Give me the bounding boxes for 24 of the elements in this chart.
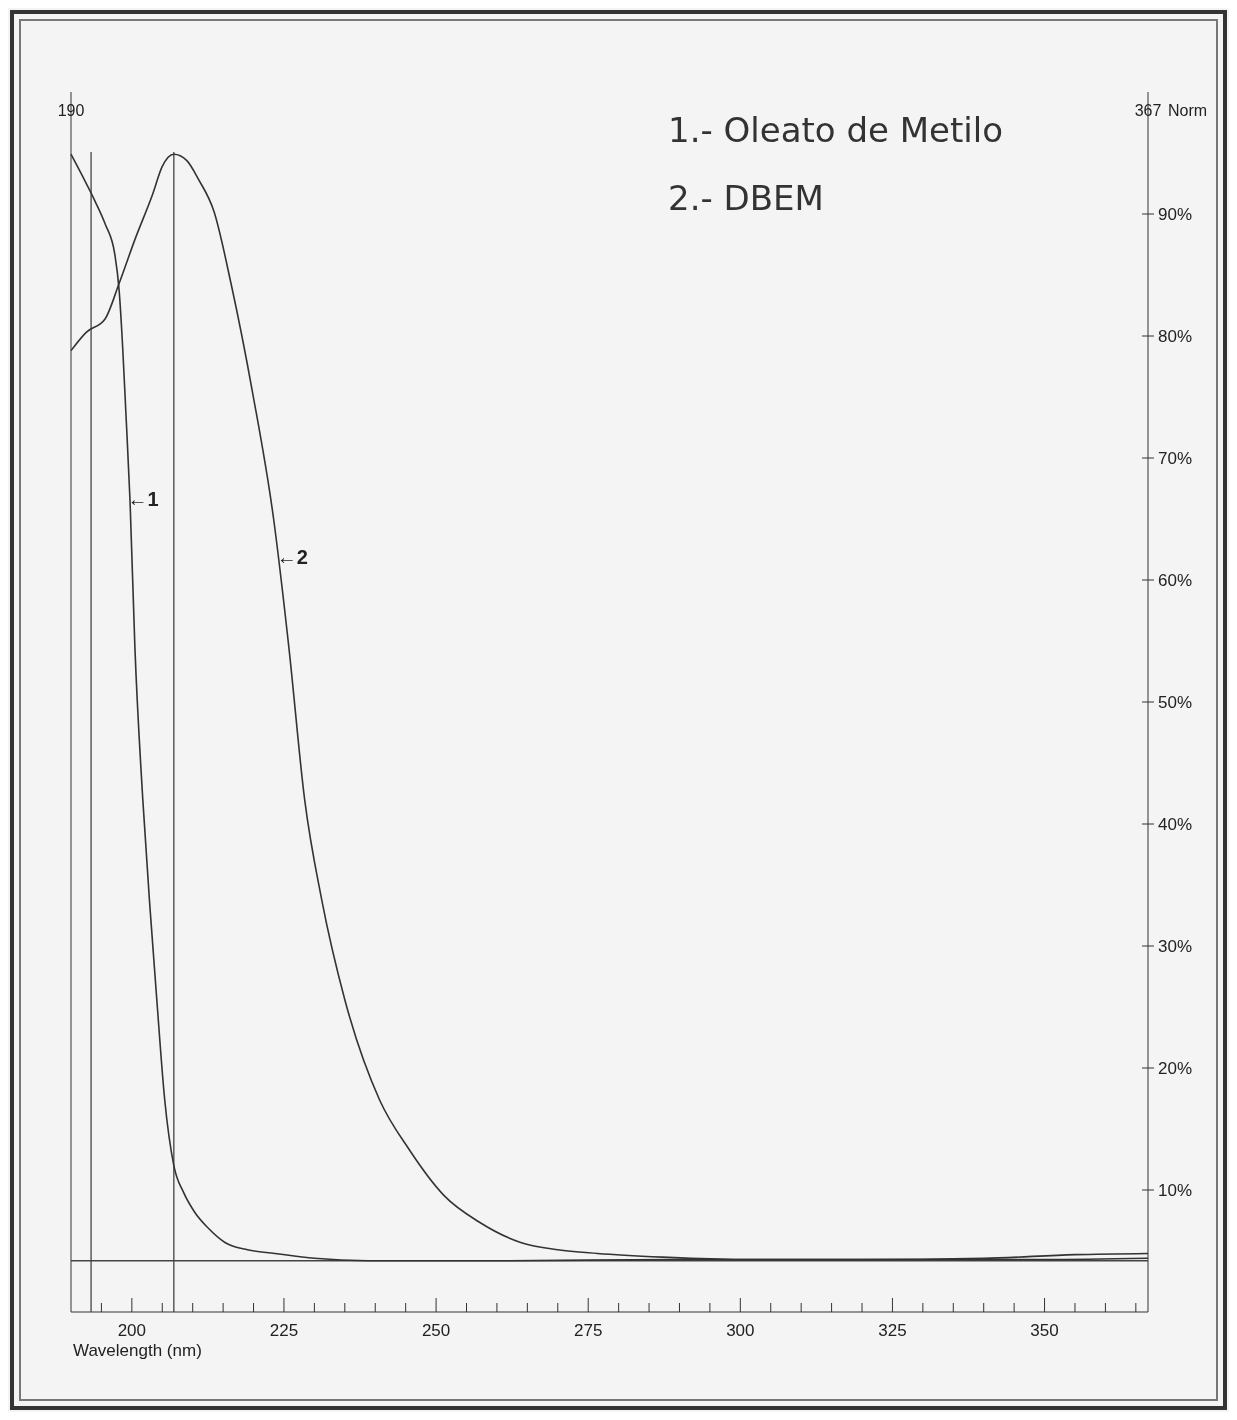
x2-tick-label: 367 — [1134, 102, 1162, 119]
x-tick-label: 200 — [117, 1321, 147, 1340]
y-tick-label: 40% — [1158, 815, 1193, 834]
y-tick-label: 10% — [1158, 1181, 1193, 1200]
annotation: 1.- Oleato de Metilo — [668, 110, 1004, 150]
x-tick-label: 250 — [421, 1321, 451, 1340]
x-tick-label: 300 — [726, 1321, 755, 1340]
annotation: 2.- DBEM — [668, 178, 824, 218]
y-tick-label: 80% — [1158, 327, 1193, 346]
y-tick-label: 90% — [1158, 205, 1193, 224]
annotation: ←2 — [276, 545, 308, 568]
x-tick-label: 275 — [574, 1321, 603, 1340]
x-tick-label: 325 — [878, 1321, 907, 1340]
x-axis-title: Wavelength (nm) — [73, 1341, 202, 1360]
x-tick-label: 225 — [269, 1321, 299, 1340]
y-tick-label: 50% — [1158, 693, 1193, 712]
y-tick-label: 20% — [1158, 1059, 1193, 1078]
y-axis-title: Norm — [1168, 102, 1208, 119]
y-tick-label: 60% — [1158, 571, 1193, 590]
x-tick-label: 350 — [1030, 1321, 1059, 1340]
x2-tick-label: 190 — [57, 102, 85, 119]
annotation: ←1 — [127, 488, 159, 511]
y-tick-label: 30% — [1158, 937, 1193, 956]
y-tick-label: 70% — [1158, 449, 1193, 468]
